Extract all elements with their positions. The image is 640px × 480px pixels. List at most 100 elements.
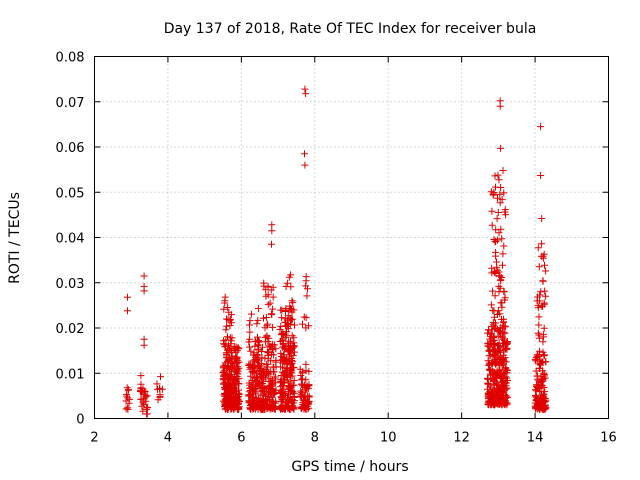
data-point xyxy=(498,361,506,369)
data-point xyxy=(227,340,235,348)
data-point xyxy=(532,367,540,375)
data-point xyxy=(488,322,496,330)
data-point xyxy=(269,305,277,313)
grid-lines xyxy=(94,56,609,419)
data-point xyxy=(533,375,541,383)
data-point xyxy=(534,293,541,301)
data-point xyxy=(298,380,306,388)
data-point xyxy=(221,392,229,400)
data-point xyxy=(251,362,258,370)
data-point xyxy=(224,333,231,341)
data-point xyxy=(286,394,294,402)
data-point xyxy=(501,380,509,388)
data-point xyxy=(541,261,548,269)
y-tick-label: 0.04 xyxy=(56,232,85,247)
data-point xyxy=(288,386,296,394)
data-point xyxy=(282,283,290,290)
data-point xyxy=(302,324,310,332)
data-point xyxy=(499,261,506,269)
data-point xyxy=(299,382,307,390)
data-point xyxy=(493,263,501,271)
data-point xyxy=(500,370,507,378)
data-point xyxy=(250,349,258,357)
data-point xyxy=(540,397,548,405)
data-point xyxy=(541,401,549,409)
data-point xyxy=(265,342,273,350)
data-point xyxy=(494,209,502,216)
data-point xyxy=(264,338,272,346)
data-point xyxy=(267,368,275,375)
data-point xyxy=(156,392,164,400)
y-axis-label: ROTI / TECUs xyxy=(7,192,23,284)
data-point xyxy=(233,369,241,377)
x-tick-label: 10 xyxy=(380,431,397,446)
data-point xyxy=(298,375,306,383)
data-point xyxy=(228,319,235,327)
data-point xyxy=(278,379,286,387)
data-point xyxy=(492,226,500,234)
data-point xyxy=(500,242,508,250)
data-point xyxy=(290,397,298,405)
data-point xyxy=(122,405,130,413)
data-point xyxy=(500,189,508,197)
data-point xyxy=(259,376,267,384)
axis-ticks: 2 4 6 8 10 12 14 16 0 0.01 0.02 0.03 0.04 0.05 0.06 0.0… xyxy=(56,51,617,446)
data-point xyxy=(223,371,231,378)
data-point xyxy=(492,348,500,356)
data-point xyxy=(487,383,495,391)
data-point xyxy=(498,398,506,406)
data-point xyxy=(502,365,510,373)
data-point xyxy=(223,354,231,362)
data-point xyxy=(535,334,543,342)
data-point xyxy=(137,395,145,403)
data-point xyxy=(248,405,256,413)
data-point xyxy=(268,375,276,383)
data-point xyxy=(157,373,164,381)
data-point xyxy=(269,380,277,388)
data-point xyxy=(496,272,504,280)
data-point xyxy=(539,331,547,339)
data-point xyxy=(245,379,253,387)
data-point xyxy=(279,358,287,366)
data-point xyxy=(287,405,295,413)
data-point xyxy=(265,334,273,342)
data-point xyxy=(124,394,132,402)
data-point xyxy=(498,303,506,311)
data-point xyxy=(486,335,494,343)
data-point xyxy=(153,380,161,388)
data-point xyxy=(283,364,291,372)
data-point xyxy=(277,405,285,413)
data-point xyxy=(499,250,507,258)
data-point xyxy=(143,410,151,418)
data-point xyxy=(276,378,284,386)
y-tick-label: 0.03 xyxy=(56,277,85,292)
data-point xyxy=(125,386,132,394)
data-point xyxy=(487,301,495,309)
data-point xyxy=(298,404,306,412)
data-point xyxy=(263,396,271,403)
data-point xyxy=(490,307,498,315)
data-point xyxy=(299,399,307,406)
data-point xyxy=(297,391,305,399)
data-point xyxy=(302,314,310,322)
data-point xyxy=(537,288,545,296)
data-point xyxy=(542,292,550,300)
data-point xyxy=(224,405,232,413)
data-point xyxy=(501,206,509,214)
data-point xyxy=(538,240,546,248)
data-point xyxy=(232,384,240,392)
data-point xyxy=(246,343,253,351)
data-point xyxy=(303,399,311,407)
data-point xyxy=(497,225,505,233)
x-tick-label: 12 xyxy=(453,431,470,446)
data-point xyxy=(140,341,148,349)
data-point xyxy=(137,372,145,380)
data-point xyxy=(532,391,539,399)
data-point xyxy=(496,374,504,382)
data-point xyxy=(252,338,260,345)
data-point xyxy=(124,293,131,301)
data-point xyxy=(123,390,131,398)
data-point xyxy=(228,383,236,391)
data-point xyxy=(542,267,550,275)
data-point xyxy=(284,347,292,355)
